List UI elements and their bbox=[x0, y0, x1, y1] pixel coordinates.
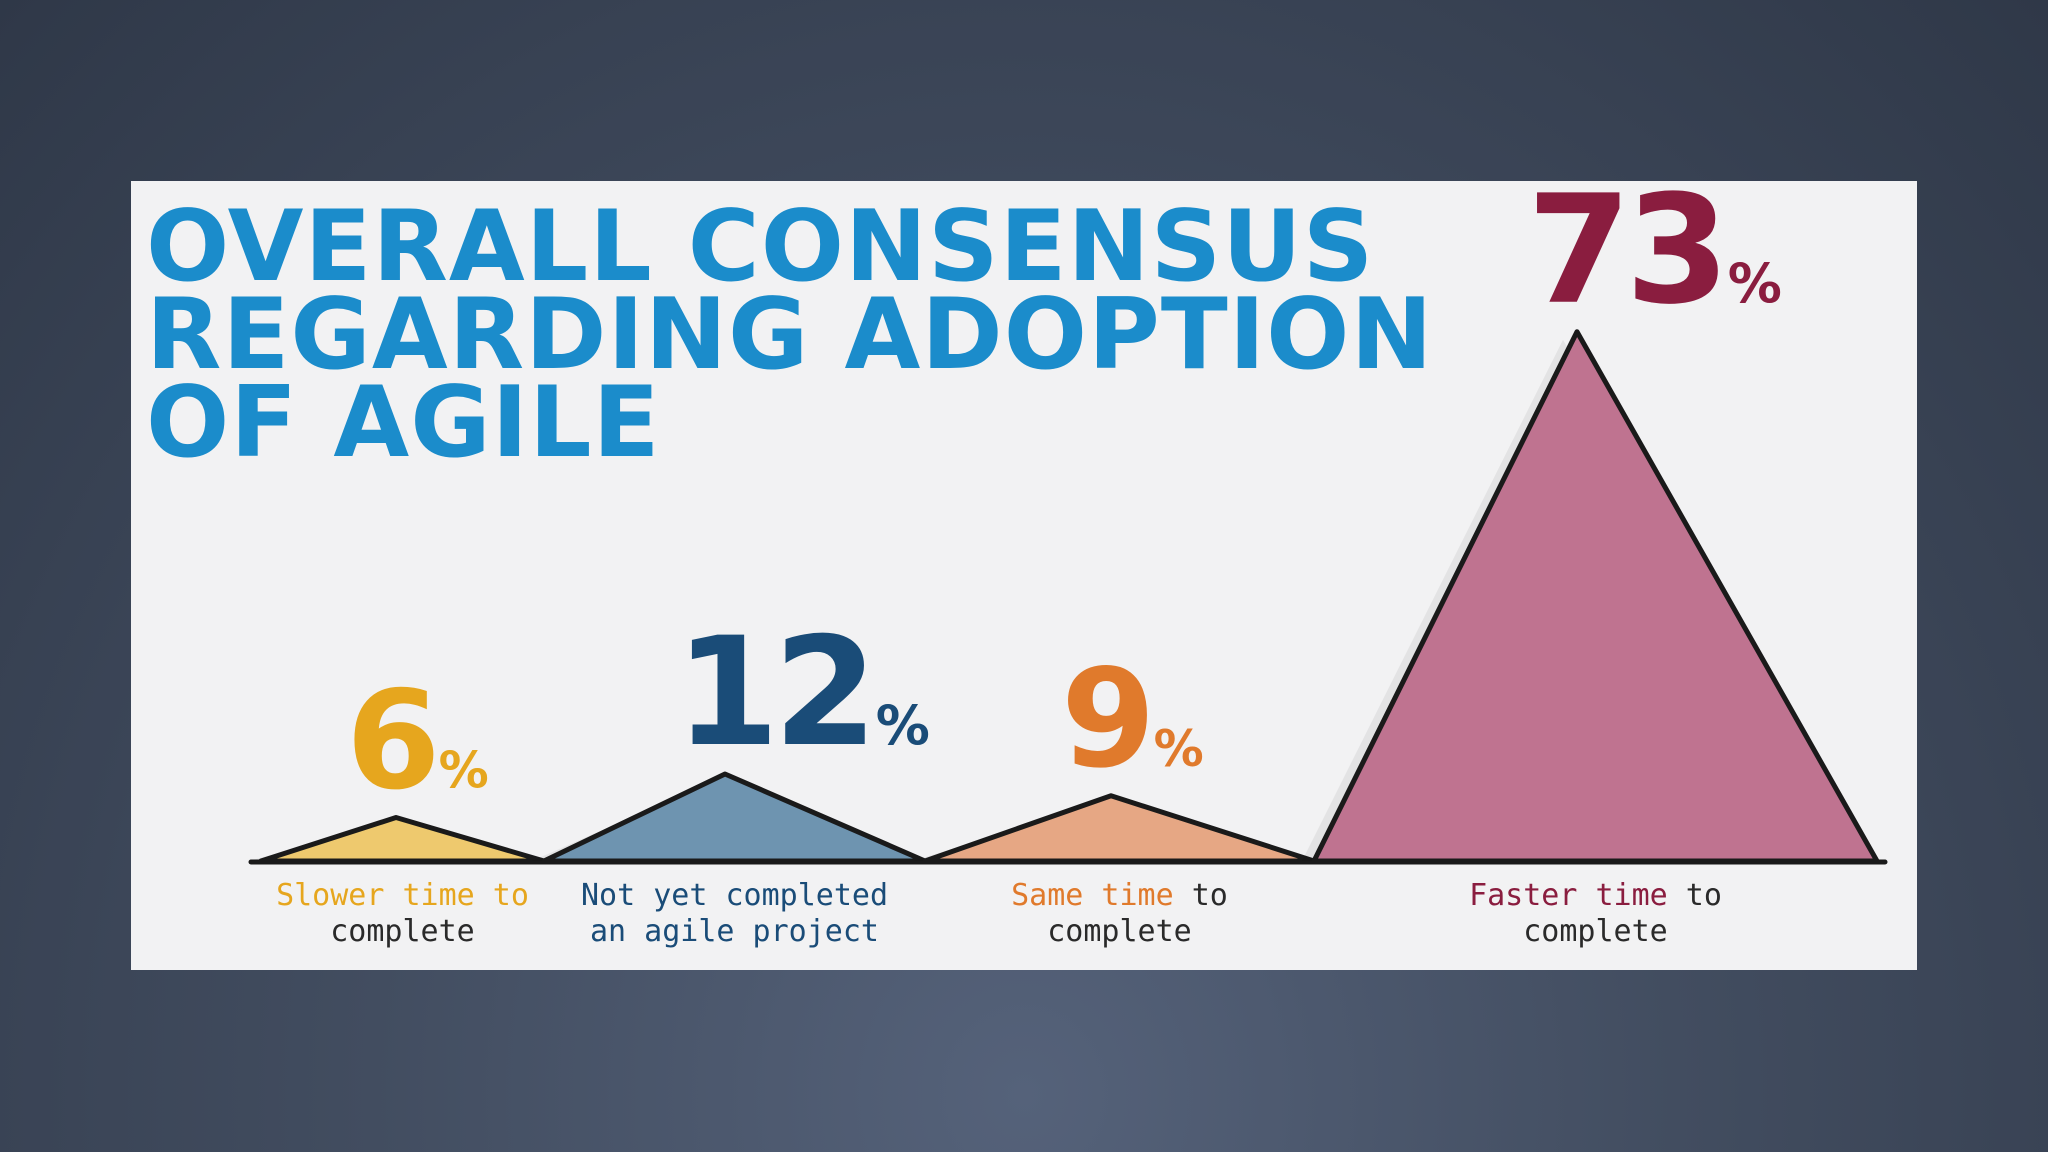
category-label-line: complete bbox=[1523, 914, 1668, 949]
percent-sign: % bbox=[439, 742, 488, 800]
mountain-2 bbox=[541, 771, 928, 864]
category-label-segment: Slower time to bbox=[276, 878, 529, 913]
category-label-line: Slower time to bbox=[276, 878, 529, 913]
category-label-segment: Same time bbox=[1011, 878, 1174, 913]
value-label-2: 12% bbox=[675, 606, 929, 780]
category-label-segment: Faster time bbox=[1469, 878, 1668, 913]
infographic-card: OVERALL CONSENSUS REGARDING ADOPTION OF … bbox=[131, 181, 1917, 970]
value-label-4: 73% bbox=[1527, 181, 1781, 338]
category-label-segment: to bbox=[1174, 878, 1228, 913]
mountain-4 bbox=[1311, 329, 1880, 864]
mountain-1 bbox=[258, 815, 547, 864]
category-label-segment: an agile project bbox=[590, 914, 879, 949]
percent-sign: % bbox=[876, 694, 929, 757]
value-number: 73 bbox=[1527, 181, 1724, 338]
chart-title-line-2: REGARDING ADOPTION bbox=[146, 278, 1434, 392]
percent-sign: % bbox=[1154, 720, 1203, 778]
category-label-segment: complete bbox=[1523, 914, 1668, 949]
category-label-segment: complete bbox=[1047, 914, 1192, 949]
mountain-3 bbox=[922, 793, 1317, 864]
category-label-line: Same time to bbox=[1011, 878, 1228, 913]
category-label-segment: Not yet completed bbox=[581, 878, 888, 913]
value-label-3: 9% bbox=[1061, 641, 1203, 799]
category-label-line: complete bbox=[1047, 914, 1192, 949]
value-number: 12 bbox=[675, 606, 872, 780]
chart-title-line-3: OF AGILE bbox=[146, 366, 661, 480]
category-label-line: Faster time to bbox=[1469, 878, 1722, 913]
chart-title-line-1: OVERALL CONSENSUS bbox=[146, 190, 1375, 304]
category-label-segment: to bbox=[1668, 878, 1722, 913]
chart-title: OVERALL CONSENSUS REGARDING ADOPTION OF … bbox=[146, 190, 1434, 480]
category-label-line: an agile project bbox=[590, 914, 879, 949]
category-label-line: complete bbox=[330, 914, 475, 949]
value-number: 9 bbox=[1061, 641, 1150, 799]
value-label-1: 6% bbox=[346, 663, 488, 821]
percent-sign: % bbox=[1728, 252, 1781, 315]
value-number: 6 bbox=[346, 663, 435, 821]
category-label-segment: complete bbox=[330, 914, 475, 949]
category-label-line: Not yet completed bbox=[581, 878, 888, 913]
